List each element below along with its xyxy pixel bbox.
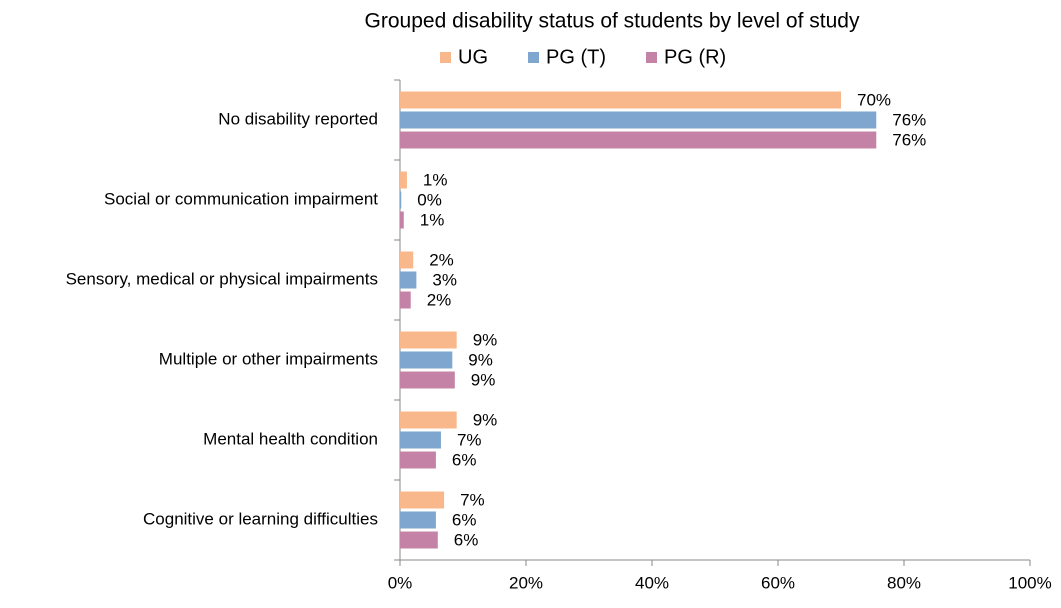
bar [400,511,436,529]
data-label: 6% [454,530,479,549]
legend-label: UG [458,46,488,68]
y-tick-label: Sensory, medical or physical impairments [66,269,378,288]
bar [400,371,455,389]
bar [400,351,453,369]
bar [400,191,402,209]
bar [400,331,457,349]
data-label: 1% [423,170,448,189]
x-tick-label: 100% [1008,573,1051,592]
bar [400,131,877,149]
y-tick-label: Multiple or other impairments [159,349,378,368]
data-label: 9% [468,350,493,369]
y-tick-label: Cognitive or learning difficulties [143,509,378,528]
y-tick-label: Mental health condition [203,429,378,448]
data-label: 1% [420,210,445,229]
bar [400,451,436,469]
data-label: 9% [471,370,496,389]
legend-label: PG (T) [546,46,606,68]
data-label: 7% [457,430,482,449]
data-label: 9% [473,410,498,429]
bar [400,531,438,549]
bar [400,271,417,289]
bar [400,291,411,309]
data-label: 2% [429,250,454,269]
legend-swatch [528,52,539,63]
data-label: 3% [432,270,457,289]
x-tick-label: 20% [509,573,543,592]
bar [400,91,841,109]
data-label: 76% [892,110,926,129]
data-label: 6% [452,450,477,469]
data-label: 9% [473,330,498,349]
bar [400,411,457,429]
bar [400,111,877,129]
x-tick-label: 40% [635,573,669,592]
data-label: 7% [460,490,485,509]
bar [400,171,407,189]
bar [400,251,414,269]
y-tick-label: Social or communication impairment [104,189,378,208]
data-label: 70% [857,90,891,109]
bar [400,211,404,229]
y-tick-label: No disability reported [218,109,378,128]
data-label: 76% [892,130,926,149]
data-label: 6% [452,510,477,529]
legend-swatch [440,52,451,63]
legend-label: PG (R) [664,46,726,68]
data-label: 2% [427,290,452,309]
bar [400,491,445,509]
legend-swatch [646,52,657,63]
x-tick-label: 80% [887,573,921,592]
bar [400,431,441,449]
chart-title: Grouped disability status of students by… [365,10,860,33]
x-tick-label: 60% [761,573,795,592]
data-label: 0% [417,190,442,209]
x-tick-label: 0% [388,573,413,592]
